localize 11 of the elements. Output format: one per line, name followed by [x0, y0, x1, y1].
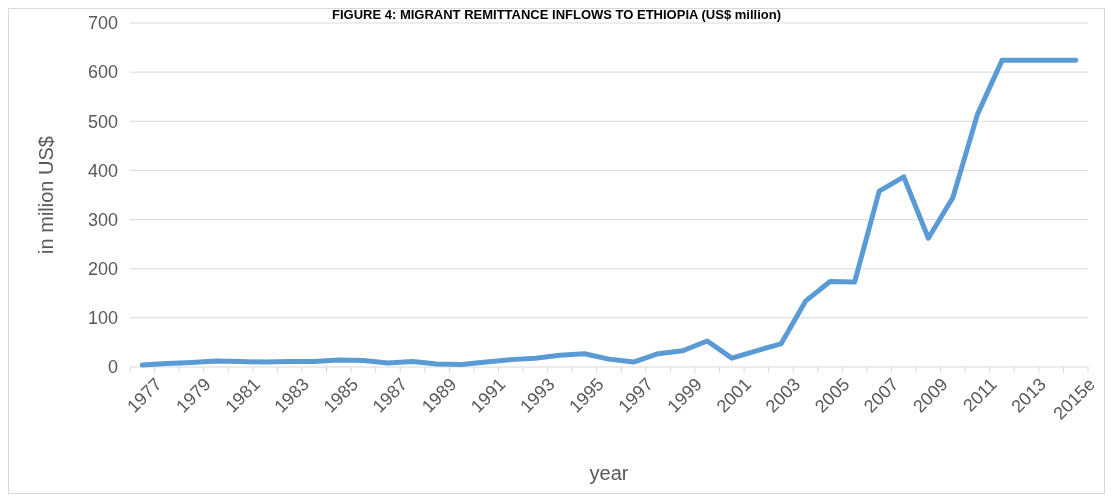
y-tick-label: 500 [87, 111, 118, 132]
y-tick-label: 400 [87, 160, 118, 181]
y-tick-label: 200 [87, 259, 118, 280]
y-tick-label: 700 [87, 13, 118, 34]
y-axis-title: in milion US$ [35, 136, 57, 254]
chart-title: FIGURE 4: MIGRANT REMITTANCE INFLOWS TO ETHIOPIA (US$ million) [332, 7, 781, 22]
y-tick-label: 600 [87, 62, 118, 83]
y-tick-label: 300 [87, 209, 118, 230]
y-tick-label: 100 [87, 308, 118, 329]
x-axis-title: year [589, 462, 629, 484]
y-tick-label: 0 [107, 357, 118, 378]
